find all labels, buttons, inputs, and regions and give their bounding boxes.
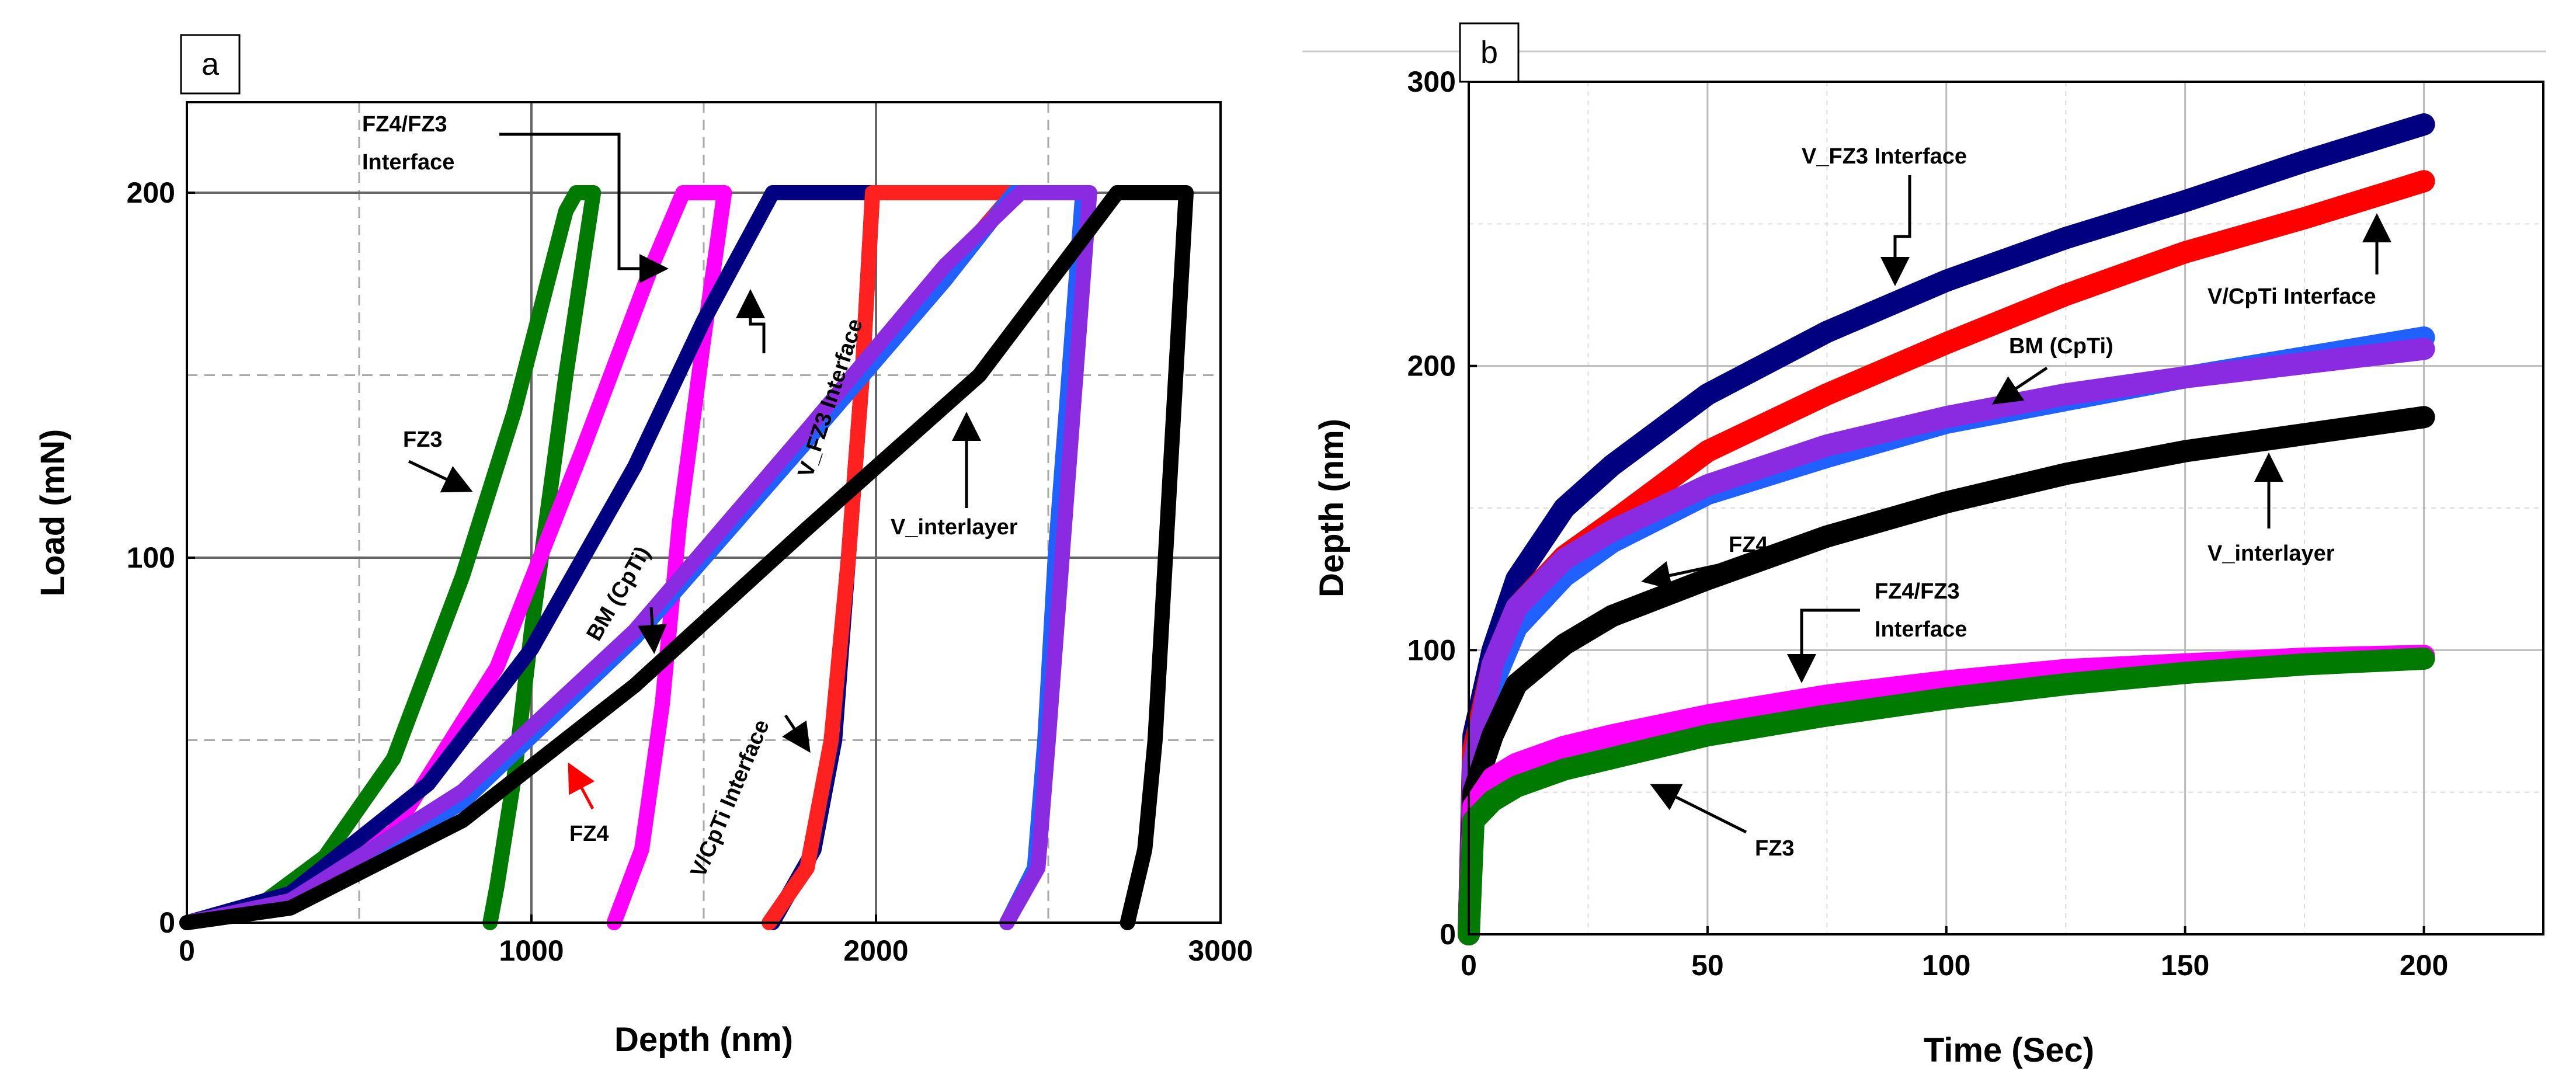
- panel-b-annotation-bmcpti: BM (CpTi): [1991, 334, 2113, 405]
- annotation-arrow: [408, 460, 473, 493]
- annotation-text: FZ4/FZ3: [1875, 579, 1960, 604]
- annotation-text: FZ3: [1755, 836, 1795, 861]
- annotation-text: FZ4/FZ3: [362, 112, 447, 137]
- series-line-fz4: [1458, 338, 2435, 945]
- annotation-arrow: [1650, 784, 1747, 834]
- y-tick-label: 300: [1407, 65, 1456, 98]
- annotation-arrow: [568, 762, 595, 810]
- series-line-fz3: [1458, 647, 2435, 945]
- x-tick-label: 0: [1461, 949, 1477, 982]
- annotation-text: Interface: [1875, 617, 1967, 642]
- annotation-text: V_interlayer: [891, 515, 1018, 540]
- y-tick-label: 200: [127, 176, 175, 209]
- annotation-arrow: [782, 714, 811, 753]
- x-tick-label: 50: [1691, 949, 1724, 982]
- annotation-text: FZ4: [1729, 533, 1768, 557]
- x-tick-label: 150: [2161, 949, 2209, 982]
- y-tick-label: 100: [127, 541, 175, 574]
- panel-b-series: [1458, 113, 2435, 945]
- panel-b-tag: b: [1459, 22, 1520, 83]
- panel-b-tag-text: b: [1480, 35, 1498, 70]
- y-tick-label: 100: [1407, 634, 1456, 666]
- panel-a-annotation-fz4: FZ4: [568, 762, 609, 846]
- annotation-arrow: [1880, 175, 1911, 286]
- panel-b-annotation-fz3: FZ3: [1650, 784, 1795, 861]
- panel-a-y-axis-label: Load (mN): [34, 429, 72, 597]
- panel-a-annotation-vinterlayer: V_interlayer: [891, 412, 1018, 540]
- panel-b-annotation-vfz3: V_FZ3 Interface: [1802, 144, 1967, 286]
- y-tick-label: 0: [159, 906, 175, 939]
- annotation-arrow: [736, 289, 766, 353]
- series-line-v-interlayer: [179, 185, 1194, 930]
- annotation-arrow: [1991, 366, 2048, 405]
- annotation-arrow: [638, 607, 667, 654]
- x-tick-label: 2000: [843, 934, 908, 967]
- panel-b-annotation-vinterlayer: V_interlayer: [2207, 453, 2335, 566]
- annotation-text: V_interlayer: [2207, 541, 2335, 566]
- annotation-text: FZ3: [403, 427, 443, 452]
- panel-b-annotation-vcpti: V/CpTi Interface: [2207, 213, 2391, 309]
- series-line-v-interlayer: [1458, 406, 2435, 945]
- annotation-text: BM (CpTi): [2009, 334, 2113, 359]
- panel-a-x-axis-label: Depth (nm): [614, 1021, 793, 1059]
- annotation-text: V_FZ3 Interface: [1802, 144, 1967, 169]
- panel-b-annotation-fz4: FZ4: [1641, 533, 1768, 590]
- annotation-arrow: [499, 133, 669, 283]
- annotation-arrow: [1641, 561, 1726, 590]
- panel-b-annotation-fz4fz3: FZ4/FZ3 Interface: [1787, 579, 1967, 683]
- x-tick-label: 200: [2400, 949, 2448, 982]
- panel-a-tag-text: a: [201, 47, 220, 82]
- x-tick-label: 100: [1922, 949, 1970, 982]
- panel-b-x-axis-label: Time (Sec): [1924, 1031, 2094, 1069]
- panel-a-ticks: 0 1000 2000 3000 0 100 200: [127, 176, 1253, 967]
- panel-a-annotation-fz4fz3: FZ4/FZ3 Interface: [362, 112, 669, 283]
- panel-b-axes-frame: [1468, 81, 2544, 935]
- panel-a-annotation-fz3: FZ3: [403, 427, 473, 493]
- panel-a: 0 1000 2000 3000 0 100 200 a Depth (nm) Load (…: [34, 34, 1253, 1059]
- panel-b: 0 50 100 150 200 0 100 200 300 b Time (Sec) Dept…: [1302, 22, 2546, 1069]
- y-tick-label: 0: [1440, 918, 1456, 951]
- x-tick-label: 3000: [1188, 934, 1253, 967]
- panel-b-y-axis-label: Depth (nm): [1313, 419, 1351, 597]
- annotation-text: Interface: [362, 150, 454, 175]
- panel-a-axes-frame: [186, 101, 1222, 924]
- series-line-fz4: [179, 185, 1097, 930]
- panel-a-series: [179, 185, 1194, 930]
- annotation-text: V/CpTi Interface: [2207, 284, 2376, 309]
- y-tick-label: 200: [1407, 350, 1456, 382]
- x-tick-label: 0: [179, 934, 195, 967]
- x-tick-label: 1000: [499, 934, 564, 967]
- annotation-arrow: [1787, 608, 1860, 683]
- annotation-text: FZ4: [569, 822, 609, 846]
- panel-a-tag: a: [180, 34, 241, 95]
